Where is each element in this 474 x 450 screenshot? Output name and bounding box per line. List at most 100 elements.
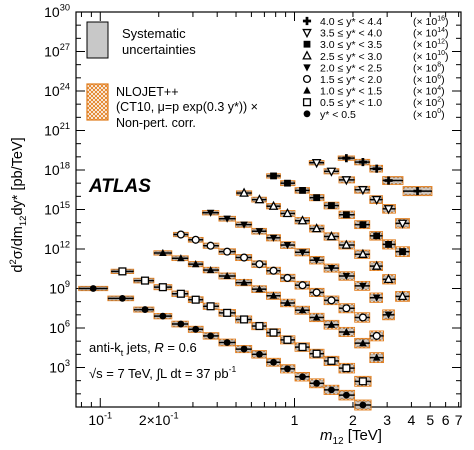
y-tick-label: 1030 xyxy=(44,3,70,20)
data-point xyxy=(384,311,393,319)
legend-nlojet-line2: (CT10, μ=p exp(0.3 y*)) × xyxy=(116,100,258,114)
data-point xyxy=(359,401,367,409)
data-point xyxy=(177,320,185,328)
data-point xyxy=(118,294,126,302)
legend-label-0: 4.0 ≤ y* < 4.4 xyxy=(320,16,382,28)
data-point xyxy=(342,304,351,313)
x-tick-label: 5 xyxy=(426,412,434,428)
y-axis-label-tail: dy* [pb/TeV] xyxy=(10,137,26,215)
data-point xyxy=(326,167,337,177)
y-axis-label: d2σ/dm12dy* [pb/TeV] xyxy=(8,137,29,272)
legend-nlojet-line3: Non-pert. corr. xyxy=(116,116,196,130)
data-point xyxy=(206,265,215,274)
data-point xyxy=(269,291,278,299)
x-tick-label: 3 xyxy=(383,412,391,428)
y-tick-label: 1024 xyxy=(44,82,70,99)
data-point xyxy=(327,265,336,273)
legend-label-2: 3.0 ≤ y* < 3.5 xyxy=(320,39,382,51)
data-point xyxy=(397,290,408,301)
legend-label-6: 1.0 ≤ y* < 1.5 xyxy=(320,86,382,98)
series-4 xyxy=(201,209,395,321)
data-point xyxy=(413,186,422,196)
legend-scale-7: (× 102) xyxy=(413,96,445,109)
legend-label-3: 2.5 ≤ y* < 3.0 xyxy=(320,51,382,63)
data-point xyxy=(255,228,264,236)
series-8 xyxy=(337,154,433,197)
data-point xyxy=(299,187,306,194)
data-point xyxy=(372,331,381,340)
legend-scale-4: (× 108) xyxy=(413,62,445,75)
info-block: anti-kt jets, R = 0.6 √s = 7 TeV, ∫L dt =… xyxy=(89,340,236,381)
data-point xyxy=(159,312,167,320)
data-point xyxy=(270,358,277,366)
data-point xyxy=(254,194,265,204)
data-point xyxy=(256,350,263,358)
data-point xyxy=(385,240,392,248)
data-point xyxy=(176,230,185,239)
data-point xyxy=(399,248,406,256)
legend-right: 4.0 ≤ y* < 4.4 (× 1016) 3.5 ≤ y* < 4.0 (× 1… xyxy=(302,15,448,121)
x-tick-label: 10-1 xyxy=(88,411,112,428)
series-2 xyxy=(153,248,384,364)
legend-nlojet-line1: NLOJET++ xyxy=(116,85,179,99)
data-point xyxy=(192,325,200,333)
y-tick-label: 1018 xyxy=(44,161,70,178)
legend-marker-2 xyxy=(303,40,311,48)
data-point xyxy=(312,313,321,321)
data-point xyxy=(223,339,231,346)
data-point xyxy=(176,289,185,298)
data-point xyxy=(283,335,292,344)
data-point xyxy=(327,356,336,365)
legend-label-7: 0.5 ≤ y* < 1.0 xyxy=(320,97,382,109)
series-3 xyxy=(173,230,384,342)
data-point xyxy=(328,386,335,394)
data-point xyxy=(240,278,248,286)
data-point xyxy=(342,272,351,281)
data-point xyxy=(255,321,264,331)
data-point xyxy=(372,164,381,173)
legend-scale-8: (× 100) xyxy=(413,108,445,121)
data-point xyxy=(358,377,367,386)
y-axis-label-sigma: σ/dm xyxy=(10,226,26,259)
x-axis-label-main: m xyxy=(320,427,333,444)
legend-systematic-line1: Systematic xyxy=(122,26,186,41)
data-point xyxy=(311,223,322,233)
legend-scale-6: (× 104) xyxy=(413,85,445,98)
atlas-label: ATLAS xyxy=(88,176,151,197)
data-point xyxy=(282,207,293,218)
data-point xyxy=(177,254,185,262)
data-point xyxy=(383,205,394,215)
x-axis: 10-1 2×10-1 1 2 3 4 5 6 7 xyxy=(80,12,463,428)
legend-marker-5 xyxy=(302,74,312,84)
data-point xyxy=(298,281,307,290)
data-point xyxy=(359,221,367,229)
x-tick-label: 1 xyxy=(291,412,299,428)
data-point xyxy=(298,249,307,257)
data-point xyxy=(191,235,200,244)
data-point xyxy=(255,285,264,293)
y-tick-label: 109 xyxy=(49,279,70,296)
data-point xyxy=(311,159,322,169)
info-energy: √s = 7 TeV, ∫L dt = 37 pb-1 xyxy=(89,364,236,381)
x-axis-label: m12 [TeV] xyxy=(320,427,382,447)
data-point xyxy=(312,349,321,358)
series-0 xyxy=(78,285,372,411)
data-point xyxy=(223,215,231,223)
data-point xyxy=(239,187,249,197)
data-point xyxy=(342,211,350,219)
data-point xyxy=(298,306,307,314)
legend-scale-5: (× 106) xyxy=(413,73,445,86)
data-point xyxy=(359,282,367,290)
legend-marker-1 xyxy=(302,28,312,39)
data-point xyxy=(284,365,291,373)
data-point xyxy=(359,339,367,347)
series-layer xyxy=(78,154,433,411)
legend-label-1: 3.5 ≤ y* < 4.0 xyxy=(320,28,382,40)
y-axis-label-d: d xyxy=(10,265,26,273)
data-point xyxy=(327,296,336,305)
data-point xyxy=(159,248,167,257)
legend-label-8: y* < 0.5 xyxy=(320,109,356,121)
data-point xyxy=(240,253,249,262)
